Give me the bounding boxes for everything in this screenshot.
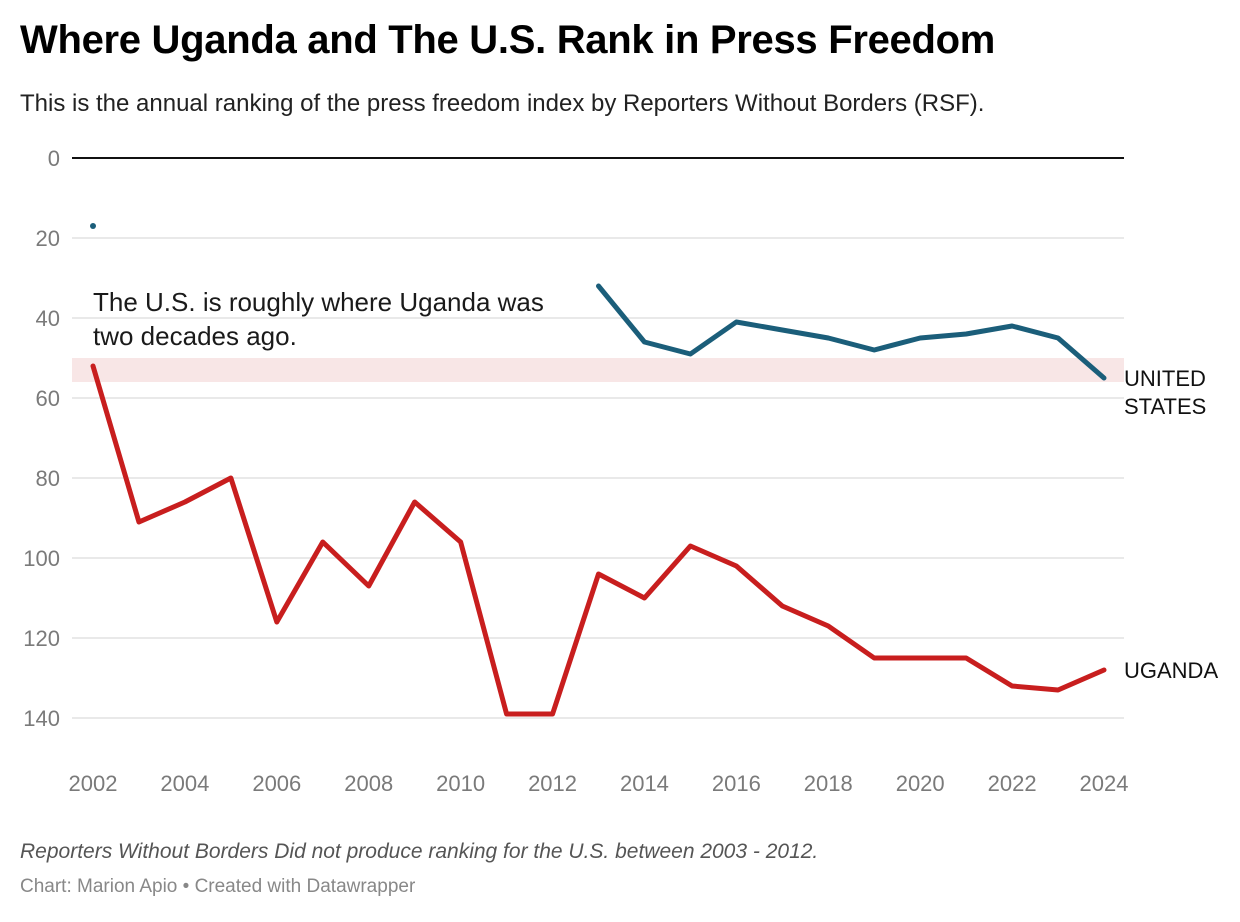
- y-tick-label: 20: [36, 226, 60, 251]
- data-point: [732, 318, 740, 326]
- x-tick-label: 2002: [69, 771, 118, 796]
- data-point: [824, 334, 832, 342]
- data-point: [273, 618, 281, 626]
- y-tick-label: 80: [36, 466, 60, 491]
- data-point: [503, 710, 511, 718]
- y-tick-label: 0: [48, 146, 60, 171]
- data-point: [640, 338, 648, 346]
- x-tick-label: 2022: [988, 771, 1037, 796]
- data-point: [135, 518, 143, 526]
- data-point: [1054, 686, 1062, 694]
- data-point: [870, 654, 878, 662]
- y-tick-label: 60: [36, 386, 60, 411]
- x-tick-label: 2014: [620, 771, 669, 796]
- series-labels: UNITED STATES UGANDA: [1124, 366, 1218, 683]
- y-tick-label: 100: [23, 546, 60, 571]
- data-point: [89, 222, 97, 230]
- y-axis-ticks: 0 20 40 60 80 100 120 140: [23, 146, 60, 731]
- highlight-band: [72, 358, 1124, 382]
- data-point: [732, 562, 740, 570]
- x-tick-label: 2016: [712, 771, 761, 796]
- y-tick-label: 140: [23, 706, 60, 731]
- x-tick-label: 2012: [528, 771, 577, 796]
- x-tick-label: 2008: [344, 771, 393, 796]
- series-line: [596, 283, 1107, 381]
- data-point: [778, 602, 786, 610]
- data-point: [686, 542, 694, 550]
- data-point: [549, 710, 557, 718]
- data-point: [962, 330, 970, 338]
- annotation-text: The U.S. is roughly where Uganda was two …: [93, 287, 544, 351]
- series-label-line: UGANDA: [1124, 658, 1218, 683]
- x-tick-label: 2006: [252, 771, 301, 796]
- data-point: [824, 622, 832, 630]
- data-point: [227, 474, 235, 482]
- data-point: [89, 362, 97, 370]
- gridlines: [72, 157, 1124, 719]
- series-label-line: STATES: [1124, 394, 1206, 419]
- data-point: [916, 654, 924, 662]
- chart-note: Reporters Without Borders Did not produc…: [20, 840, 819, 863]
- data-point: [686, 350, 694, 358]
- data-point: [916, 334, 924, 342]
- x-tick-label: 2010: [436, 771, 485, 796]
- annotation-layer: The U.S. is roughly where Uganda was two …: [93, 287, 544, 351]
- data-point: [1008, 322, 1016, 330]
- x-tick-label: 2004: [160, 771, 209, 796]
- data-point: [595, 282, 603, 290]
- data-point: [778, 326, 786, 334]
- series-uganda: [89, 362, 1108, 718]
- data-point: [640, 594, 648, 602]
- series-layer: [89, 222, 1108, 718]
- chart-credit: Chart: Marion Apio • Created with Datawr…: [20, 876, 416, 897]
- series-united-states: [89, 222, 1108, 382]
- x-tick-label: 2018: [804, 771, 853, 796]
- data-point: [870, 346, 878, 354]
- x-axis-ticks: 2002 2004 2006 2008 2010 2012 2014 2016 2018 2020…: [69, 771, 1129, 796]
- data-point: [319, 538, 327, 546]
- data-point: [1100, 374, 1108, 382]
- data-point: [1054, 334, 1062, 342]
- series-label-uganda: UGANDA: [1124, 658, 1218, 683]
- series-line: [90, 363, 1107, 717]
- data-point: [1100, 666, 1108, 674]
- highlight-band-layer: [72, 358, 1124, 382]
- annotation-line: two decades ago.: [93, 321, 297, 351]
- data-point: [411, 498, 419, 506]
- y-tick-label: 120: [23, 626, 60, 651]
- x-tick-label: 2020: [896, 771, 945, 796]
- series-label-united-states: UNITED STATES: [1124, 366, 1206, 419]
- data-point: [457, 538, 465, 546]
- data-point: [595, 570, 603, 578]
- series-label-line: UNITED: [1124, 366, 1206, 391]
- data-point: [1008, 682, 1016, 690]
- annotation-line: The U.S. is roughly where Uganda was: [93, 287, 544, 317]
- data-point: [962, 654, 970, 662]
- x-tick-label: 2024: [1080, 771, 1129, 796]
- chart-title: Where Uganda and The U.S. Rank in Press …: [20, 18, 996, 62]
- isolated-point: [90, 223, 96, 229]
- y-tick-label: 40: [36, 306, 60, 331]
- chart-subtitle: This is the annual ranking of the press …: [20, 90, 985, 117]
- data-point: [181, 498, 189, 506]
- data-point: [365, 582, 373, 590]
